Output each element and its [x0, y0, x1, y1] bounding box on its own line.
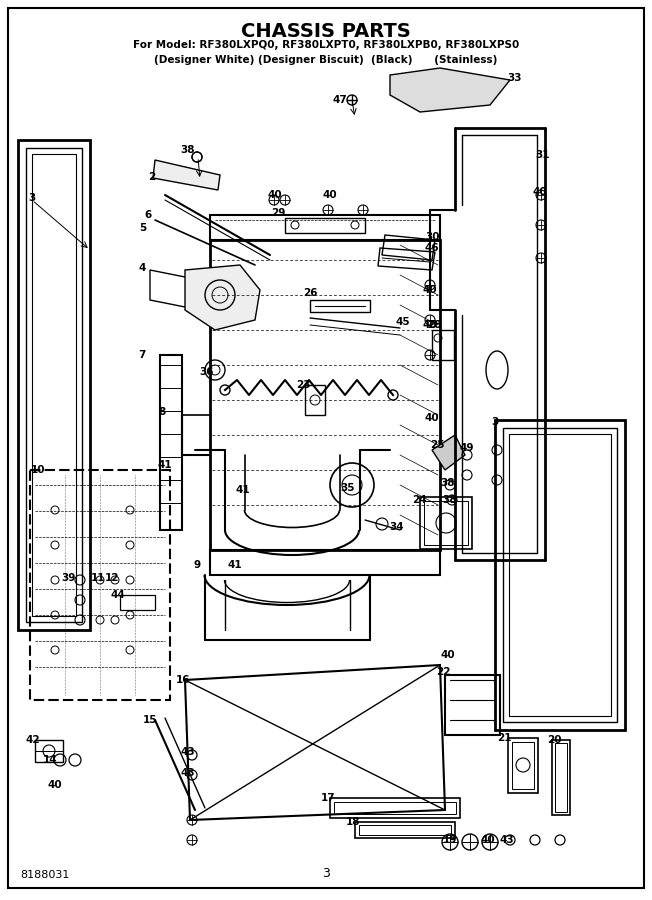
Bar: [445, 675, 500, 735]
Text: 49: 49: [460, 443, 474, 453]
Text: 40: 40: [533, 187, 547, 197]
Text: 29: 29: [271, 208, 285, 218]
Bar: [359, 825, 451, 835]
Text: 4: 4: [138, 263, 145, 273]
Bar: [310, 300, 370, 312]
Text: 2: 2: [149, 172, 156, 182]
Text: 26: 26: [303, 288, 318, 298]
Bar: [210, 240, 440, 550]
Text: 40: 40: [422, 285, 437, 295]
Text: 41: 41: [235, 485, 250, 495]
Text: 8: 8: [158, 407, 166, 417]
Bar: [35, 740, 63, 762]
Text: 43: 43: [499, 835, 514, 845]
Text: 3: 3: [492, 417, 499, 427]
Text: For Model: RF380LXPQ0, RF380LXPT0, RF380LXPB0, RF380LXPS0: For Model: RF380LXPQ0, RF380LXPT0, RF380…: [133, 40, 519, 50]
Text: 16: 16: [176, 675, 190, 685]
Text: 44: 44: [111, 590, 125, 600]
Text: 6: 6: [144, 210, 152, 220]
Text: 45: 45: [396, 317, 410, 327]
Text: 10: 10: [31, 465, 45, 475]
Text: 43: 43: [181, 768, 196, 778]
Bar: [330, 798, 460, 818]
Bar: [26, 148, 82, 622]
Polygon shape: [185, 265, 260, 330]
Text: 12: 12: [105, 573, 119, 583]
Text: 38: 38: [443, 495, 457, 505]
Text: (Designer White) (Designer Biscuit)  (Black)      (Stainless): (Designer White) (Designer Biscuit) (Bla…: [155, 55, 497, 65]
Bar: [420, 497, 472, 549]
Polygon shape: [153, 160, 220, 190]
Text: 40: 40: [323, 190, 337, 200]
Text: 17: 17: [321, 793, 335, 803]
Text: 39: 39: [61, 573, 75, 583]
Text: 41: 41: [158, 460, 172, 470]
Text: 8188031: 8188031: [20, 870, 69, 880]
Bar: [509, 434, 611, 716]
Text: 31: 31: [536, 150, 550, 160]
Bar: [512, 742, 534, 789]
Text: 47: 47: [333, 95, 348, 105]
Text: 7: 7: [138, 350, 145, 360]
Text: 46: 46: [424, 243, 439, 253]
Text: 33: 33: [508, 73, 522, 83]
Text: 40: 40: [48, 780, 63, 790]
Bar: [210, 215, 440, 240]
Text: 35: 35: [341, 483, 355, 493]
Text: 22: 22: [436, 667, 451, 677]
Bar: [495, 420, 625, 730]
Bar: [160, 355, 182, 530]
Bar: [552, 740, 570, 815]
Text: 15: 15: [143, 715, 157, 725]
Text: 19: 19: [443, 835, 457, 845]
Text: 3: 3: [322, 867, 330, 880]
Text: 41: 41: [228, 560, 243, 570]
Text: 36: 36: [200, 367, 215, 377]
Bar: [32, 154, 76, 616]
Text: 11: 11: [91, 573, 105, 583]
Bar: [210, 550, 440, 575]
Text: CHASSIS PARTS: CHASSIS PARTS: [241, 22, 411, 41]
Bar: [555, 743, 567, 812]
Text: 38: 38: [441, 478, 455, 488]
Polygon shape: [390, 68, 510, 112]
Bar: [18, 140, 90, 630]
Bar: [508, 738, 538, 793]
Text: 40: 40: [424, 413, 439, 423]
Text: 40: 40: [481, 835, 496, 845]
Text: 30: 30: [426, 232, 440, 242]
Polygon shape: [432, 435, 465, 470]
Bar: [285, 218, 365, 233]
Text: 28: 28: [427, 320, 441, 330]
Text: 40: 40: [422, 320, 437, 330]
Text: 40: 40: [268, 190, 282, 200]
Text: 23: 23: [296, 380, 310, 390]
Text: 38: 38: [181, 145, 195, 155]
Bar: [503, 428, 617, 722]
Text: 24: 24: [411, 495, 426, 505]
Text: 20: 20: [547, 735, 561, 745]
Bar: [120, 595, 155, 610]
Text: 42: 42: [25, 735, 40, 745]
Text: 21: 21: [497, 733, 511, 743]
Text: 18: 18: [346, 817, 361, 827]
Bar: [305, 385, 325, 415]
Text: 25: 25: [430, 440, 444, 450]
Bar: [30, 470, 170, 700]
Text: 40: 40: [441, 650, 455, 660]
Text: 43: 43: [181, 747, 196, 757]
Text: 9: 9: [194, 560, 201, 570]
Text: 5: 5: [140, 223, 147, 233]
Bar: [432, 330, 454, 360]
Bar: [424, 501, 468, 545]
Bar: [334, 802, 456, 814]
Text: 34: 34: [390, 522, 404, 532]
Text: 3: 3: [29, 193, 36, 203]
Text: 14: 14: [42, 755, 57, 765]
Bar: [355, 822, 455, 838]
